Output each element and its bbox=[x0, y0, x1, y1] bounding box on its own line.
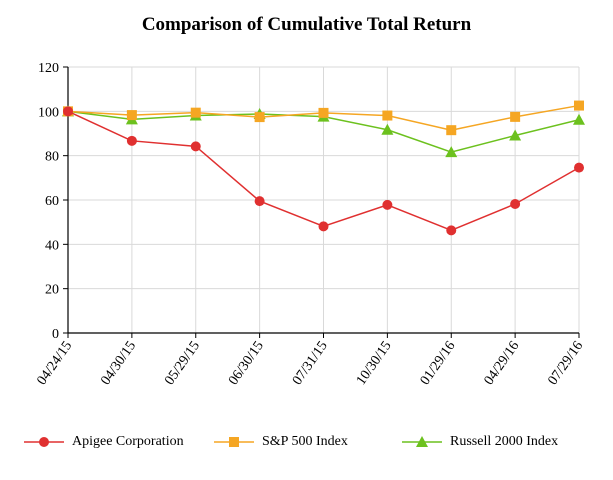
x-tick-label: 01/29/16 bbox=[418, 339, 459, 388]
x-tick-label: 04/24/15 bbox=[34, 339, 75, 388]
data-point-apigee-corporation bbox=[318, 221, 329, 232]
data-point-apigee-corporation bbox=[63, 106, 73, 117]
legend-item-s-p-500-index: S&P 500 Index bbox=[212, 430, 348, 454]
legend-swatch-marker bbox=[229, 437, 239, 447]
data-point-apigee-corporation bbox=[254, 196, 265, 207]
data-point-russell-2000-index bbox=[381, 123, 394, 135]
legend-label: Russell 2000 Index bbox=[450, 434, 559, 449]
y-tick-label: 120 bbox=[38, 61, 59, 76]
data-point-russell-2000-index bbox=[509, 129, 522, 141]
data-point-apigee-corporation bbox=[126, 135, 137, 146]
chart-legend: Apigee Corporation S&P 500 Index Russell 2… bbox=[0, 430, 613, 454]
x-tick-label: 07/29/16 bbox=[545, 339, 586, 388]
data-point-s-p-500-index bbox=[318, 107, 329, 118]
data-point-apigee-corporation bbox=[190, 141, 201, 152]
data-point-russell-2000-index bbox=[445, 146, 458, 158]
y-tick-label: 0 bbox=[52, 327, 59, 342]
data-point-s-p-500-index bbox=[510, 111, 521, 122]
legend-item-apigee-corporation: Apigee Corporation bbox=[22, 430, 184, 454]
x-tick-label: 06/30/15 bbox=[226, 339, 267, 388]
data-point-s-p-500-index bbox=[254, 112, 265, 123]
y-tick-label: 60 bbox=[45, 194, 59, 209]
data-point-s-p-500-index bbox=[126, 110, 137, 121]
x-tick-label: 10/30/15 bbox=[354, 339, 395, 388]
data-point-apigee-corporation bbox=[574, 162, 584, 173]
x-tick-label: 04/29/16 bbox=[482, 339, 523, 388]
legend-swatch-marker bbox=[39, 437, 49, 447]
data-point-russell-2000-index bbox=[573, 113, 585, 125]
x-tick-label: 04/30/15 bbox=[98, 339, 139, 388]
y-tick-label: 20 bbox=[45, 283, 59, 298]
chart-title: Comparison of Cumulative Total Return bbox=[141, 14, 472, 35]
x-tick-label: 05/29/15 bbox=[162, 339, 203, 388]
legend-swatch-apigee-corporation bbox=[24, 437, 64, 447]
data-point-s-p-500-index bbox=[382, 110, 393, 121]
legend-swatch-marker bbox=[416, 436, 428, 447]
legend-label: Apigee Corporation bbox=[72, 434, 184, 449]
legend-swatch-russell-2000-index bbox=[402, 436, 442, 447]
y-tick-label: 100 bbox=[38, 105, 59, 120]
legend-label: S&P 500 Index bbox=[262, 434, 348, 449]
legend-swatch-s-p-500-index bbox=[214, 437, 254, 447]
y-tick-label: 40 bbox=[45, 238, 59, 253]
data-point-s-p-500-index bbox=[574, 100, 584, 111]
data-point-apigee-corporation bbox=[510, 198, 521, 209]
data-point-apigee-corporation bbox=[382, 199, 393, 210]
data-point-s-p-500-index bbox=[190, 107, 201, 118]
legend-item-russell-2000-index: Russell 2000 Index bbox=[400, 430, 558, 454]
x-tick-label: 07/31/15 bbox=[290, 339, 331, 388]
y-tick-label: 80 bbox=[45, 150, 59, 165]
data-point-apigee-corporation bbox=[446, 225, 457, 236]
data-point-s-p-500-index bbox=[446, 125, 457, 136]
